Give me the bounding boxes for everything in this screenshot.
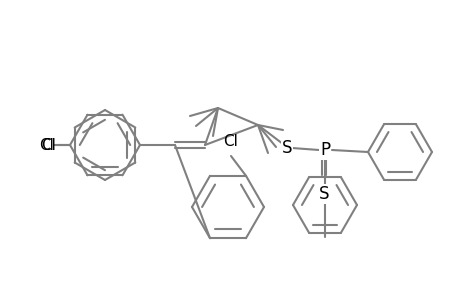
Text: Cl: Cl: [223, 134, 238, 149]
Text: P: P: [319, 141, 330, 159]
Text: S: S: [318, 185, 329, 203]
Text: Cl: Cl: [41, 137, 56, 152]
Text: S: S: [281, 139, 291, 157]
Text: Cl: Cl: [39, 137, 54, 152]
